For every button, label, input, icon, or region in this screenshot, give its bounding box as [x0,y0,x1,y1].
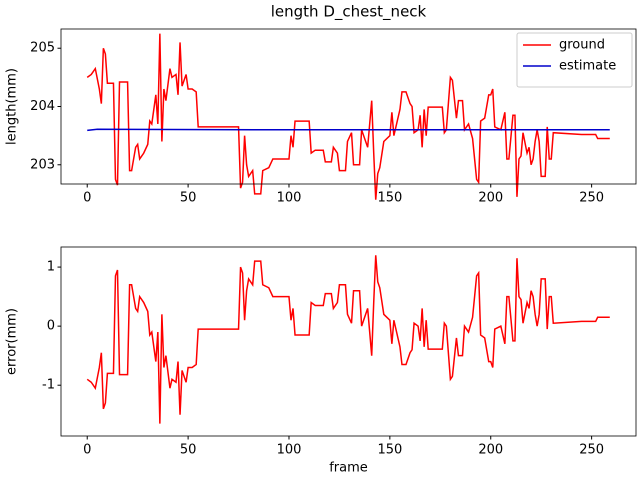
x-tick-label: 200 [478,443,503,458]
x-tick-label: 50 [180,191,197,206]
y-tick-label: -1 [42,378,55,393]
legend-label: estimate [559,59,616,74]
x-tick-label: 100 [277,443,302,458]
data-line [86,255,610,424]
x-tick-label: 250 [579,443,604,458]
x-tick-label: 150 [377,191,402,206]
x-tick-label: 150 [377,443,402,458]
legend-label: ground [559,38,605,53]
x-tick-label: 200 [478,191,503,206]
axes-frame [60,246,637,437]
chart-title: length D_chest_neck [271,3,427,22]
legend-box [516,32,633,88]
y-tick-label: 203 [30,157,55,172]
x-tick-label: 0 [83,443,91,458]
data-line [87,128,610,132]
y-axis-label: error(mm) [5,308,20,375]
y-tick-label: 0 [47,319,55,334]
x-tick-label: 0 [83,191,91,206]
x-axis-label: frame [329,461,368,476]
x-tick-label: 50 [180,443,197,458]
y-tick-label: 205 [30,41,55,56]
y-tick-label: 1 [47,260,55,275]
y-axis-label: length(mm) [5,68,20,145]
x-tick-label: 250 [579,191,604,206]
y-tick-label: 204 [30,99,55,114]
x-tick-label: 100 [277,191,302,206]
